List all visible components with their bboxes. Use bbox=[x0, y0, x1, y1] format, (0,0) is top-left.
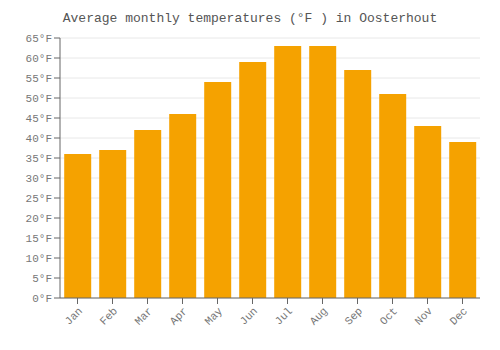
svg-text:0°F: 0°F bbox=[32, 293, 52, 305]
svg-text:Apr: Apr bbox=[168, 305, 190, 327]
svg-text:Nov: Nov bbox=[413, 305, 436, 328]
svg-text:Jul: Jul bbox=[273, 305, 295, 327]
svg-text:25°F: 25°F bbox=[26, 193, 52, 205]
svg-text:Sep: Sep bbox=[343, 305, 365, 327]
svg-text:Aug: Aug bbox=[308, 305, 330, 327]
svg-text:60°F: 60°F bbox=[26, 53, 52, 65]
svg-text:55°F: 55°F bbox=[26, 73, 52, 85]
svg-text:Dec: Dec bbox=[448, 305, 470, 327]
svg-text:Jun: Jun bbox=[238, 305, 260, 327]
svg-text:10°F: 10°F bbox=[26, 253, 52, 265]
svg-text:5°F: 5°F bbox=[32, 273, 52, 285]
html-text:Average monthly temperatures (: Average monthly temperatures (°F ) in Oo… bbox=[62, 11, 438, 26]
svg-text:Feb: Feb bbox=[98, 305, 120, 327]
svg-text:May: May bbox=[203, 305, 226, 328]
svg-text:Jan: Jan bbox=[63, 305, 85, 327]
svg-text:20°F: 20°F bbox=[26, 213, 52, 225]
svg-text:45°F: 45°F bbox=[26, 113, 52, 125]
svg-text:50°F: 50°F bbox=[26, 93, 52, 105]
svg-text:Mar: Mar bbox=[133, 305, 155, 327]
svg-text:40°F: 40°F bbox=[26, 133, 52, 145]
svg-text:65°F: 65°F bbox=[26, 33, 52, 45]
svg-text:Oct: Oct bbox=[378, 305, 400, 327]
svg-text:30°F: 30°F bbox=[26, 173, 52, 185]
svg-text:35°F: 35°F bbox=[26, 153, 52, 165]
svg-text:15°F: 15°F bbox=[26, 233, 52, 245]
